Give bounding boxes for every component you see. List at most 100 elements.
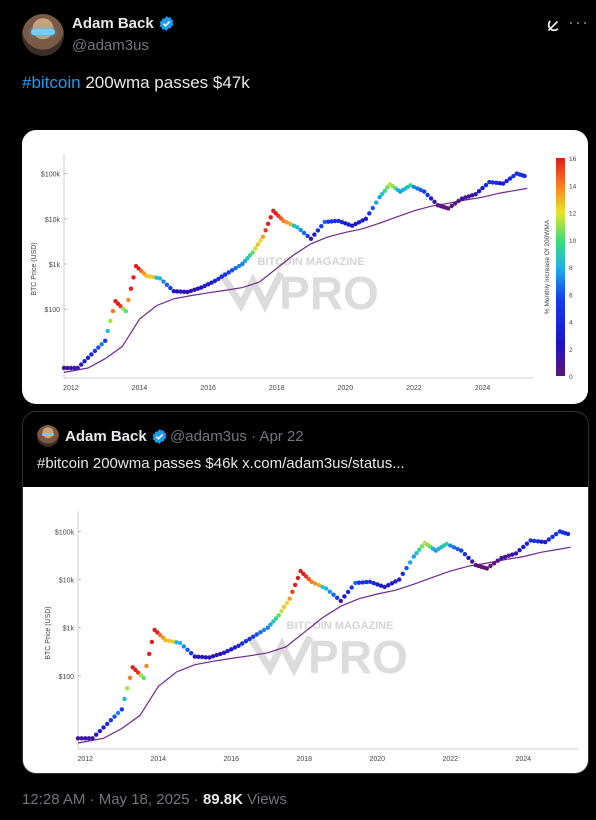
price-point: [247, 253, 253, 258]
price-point: [494, 180, 499, 185]
price-point: [258, 238, 263, 243]
price-point: [298, 227, 303, 233]
price-point: [543, 539, 548, 545]
price-point: [221, 650, 227, 655]
price-point: [210, 654, 216, 659]
price-point: [308, 236, 314, 241]
price-point: [510, 552, 515, 557]
price-point: [385, 185, 390, 190]
quote-meta: @adam3us · Apr 22: [170, 428, 304, 445]
price-point: [151, 274, 156, 280]
price-point: [466, 194, 471, 199]
price-point: [168, 285, 173, 291]
price-point: [360, 580, 365, 585]
price-point: [105, 328, 110, 334]
price-point: [316, 583, 322, 588]
watermark-mark: [247, 635, 314, 677]
price-point: [163, 638, 168, 643]
price-point: [336, 218, 341, 224]
price-point: [247, 636, 252, 642]
price-point: [123, 309, 128, 314]
price-point: [122, 696, 127, 702]
price-point: [229, 647, 234, 652]
price-point: [331, 592, 336, 597]
chart-image[interactable]: $100 $1k $10k $100k 2012 2014 2016 2018 2020 2022…: [22, 130, 588, 404]
price-point: [261, 627, 267, 633]
watermark-text: BITCOIN MAGAZINE: [287, 620, 394, 632]
quote-chart-image[interactable]: $100 $1k $10k $100k 2012 2014 2016 2018 2020 2022…: [23, 487, 588, 773]
price-point: [408, 183, 413, 188]
price-point: [480, 185, 485, 191]
author-name[interactable]: Adam Back: [72, 15, 154, 32]
grok-icon[interactable]: [544, 17, 562, 35]
price-point: [233, 266, 238, 271]
more-options-icon[interactable]: ···: [568, 12, 589, 32]
price-point: [382, 584, 387, 590]
price-point: [90, 736, 95, 741]
quote-author-avatar[interactable]: [37, 425, 59, 447]
colorbar-tick-label: 12: [569, 211, 577, 218]
price-point: [229, 268, 235, 273]
price-point: [226, 270, 231, 275]
colorbar-tick-label: 0: [569, 374, 573, 381]
y-tick-label: $100k: [55, 529, 75, 536]
price-point: [167, 638, 172, 644]
price-point: [108, 718, 114, 723]
price-point: [265, 625, 270, 630]
y-tick-label: $100k: [41, 172, 61, 179]
price-point: [282, 604, 287, 610]
price-point: [83, 736, 88, 741]
price-point: [79, 362, 84, 367]
x-tick-label: 2016: [223, 756, 239, 763]
author-name-row[interactable]: Adam Back: [72, 15, 175, 32]
price-point: [320, 584, 325, 590]
price-point: [288, 221, 293, 227]
price-point: [305, 233, 310, 239]
y-tick-label: $100: [44, 307, 60, 314]
post-timestamp[interactable]: 12:28 AM · May 18, 2025 ·: [22, 791, 203, 808]
price-point: [287, 596, 292, 601]
price-point: [517, 548, 522, 553]
x-tick-label: 2018: [269, 385, 285, 392]
tweet-footer: 12:28 AM · May 18, 2025 · 89.8K Views: [22, 791, 287, 808]
price-point: [502, 554, 508, 560]
price-point: [338, 598, 343, 604]
price-point: [195, 286, 200, 291]
price-point: [524, 541, 530, 546]
price-point: [470, 559, 475, 564]
price-point: [242, 258, 248, 264]
price-point: [444, 541, 449, 547]
price-point: [152, 627, 157, 633]
price-point: [380, 191, 385, 197]
price-point: [243, 639, 249, 644]
price-point: [417, 547, 422, 552]
price-point: [236, 263, 242, 269]
hashtag-link[interactable]: #bitcoin: [22, 73, 81, 92]
price-point: [170, 639, 176, 644]
price-point: [181, 289, 187, 294]
price-point: [451, 545, 457, 550]
price-point: [535, 539, 541, 544]
colorbar: [556, 158, 565, 376]
price-point: [326, 219, 331, 224]
price-point: [315, 228, 321, 233]
price-point: [521, 544, 526, 550]
author-avatar[interactable]: [22, 14, 64, 56]
price-point: [389, 581, 395, 586]
price-point: [209, 280, 214, 285]
price-point: [96, 345, 101, 350]
price-point: [178, 289, 183, 294]
price-point: [125, 686, 130, 691]
price-point: [86, 736, 92, 741]
price-point: [463, 195, 468, 200]
price-point: [367, 579, 373, 584]
price-point: [449, 203, 454, 209]
quoted-tweet[interactable]: Adam Back @adam3us · Apr 22 #bitcoin 200…: [22, 411, 589, 774]
quote-text: #bitcoin 200wma passes $46k x.com/adam3u…: [37, 455, 405, 472]
price-point: [218, 651, 223, 657]
quote-author-name-row[interactable]: Adam Back: [65, 428, 168, 445]
price-point: [459, 548, 464, 553]
price-point: [411, 184, 417, 190]
price-point: [245, 256, 250, 261]
author-handle[interactable]: @adam3us: [72, 37, 149, 54]
